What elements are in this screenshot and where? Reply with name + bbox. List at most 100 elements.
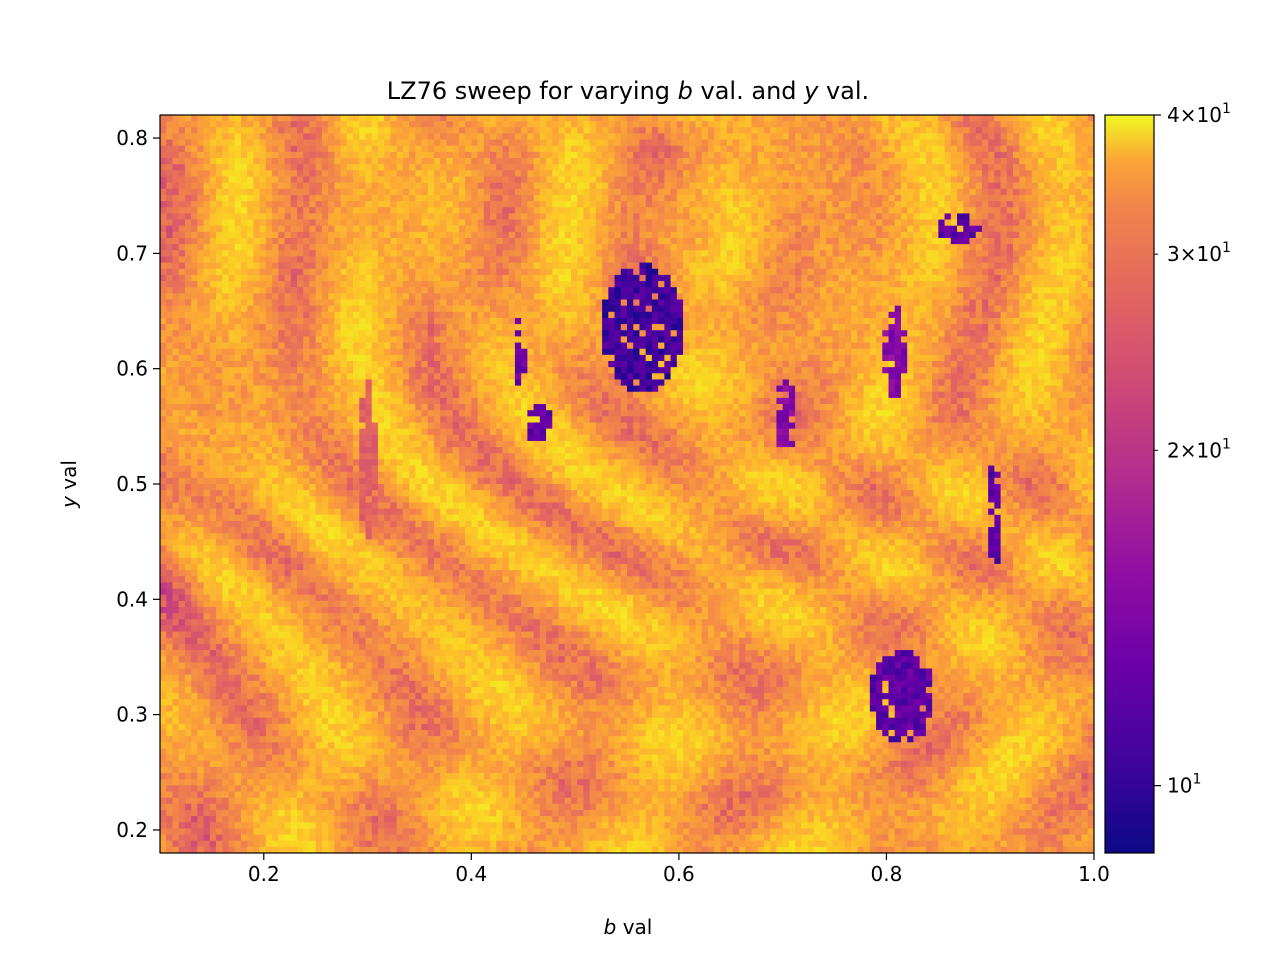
heatmap-cell xyxy=(477,299,485,307)
heatmap-cell xyxy=(209,133,217,140)
heatmap-cell xyxy=(963,225,970,233)
heatmap-cell xyxy=(739,268,746,276)
heatmap-cell xyxy=(651,299,659,307)
heatmap-cell xyxy=(514,170,522,177)
heatmap-cell xyxy=(309,225,317,233)
heatmap-cell xyxy=(409,115,416,122)
heatmap-cell xyxy=(471,262,478,270)
heatmap-cell xyxy=(272,213,279,220)
heatmap-cell xyxy=(932,287,939,294)
heatmap-cell xyxy=(763,274,771,282)
heatmap-cell xyxy=(539,127,547,134)
heatmap-cell xyxy=(739,115,746,122)
heatmap-cell xyxy=(321,287,329,294)
heatmap-cell xyxy=(321,219,329,227)
heatmap-cell xyxy=(1056,194,1064,202)
heatmap-cell xyxy=(365,268,373,276)
heatmap-cell xyxy=(191,121,198,128)
heatmap-cell xyxy=(645,188,653,196)
heatmap-cell xyxy=(801,201,808,208)
heatmap-cell xyxy=(433,207,441,214)
heatmap-cell xyxy=(583,281,591,288)
heatmap-cell xyxy=(197,127,204,134)
heatmap-cell xyxy=(371,182,379,190)
heatmap-cell xyxy=(184,219,192,227)
heatmap-cell xyxy=(707,305,715,313)
heatmap-cell xyxy=(950,194,958,202)
heatmap-cell xyxy=(440,268,447,276)
heatmap-cell xyxy=(521,274,528,282)
heatmap-cell xyxy=(683,182,690,190)
heatmap-cell xyxy=(1050,238,1058,245)
heatmap-cell xyxy=(732,164,740,171)
heatmap-cell xyxy=(521,219,528,227)
heatmap-cell xyxy=(284,305,292,313)
heatmap-cell xyxy=(458,158,466,165)
heatmap-cell xyxy=(1044,164,1051,171)
heatmap-cell xyxy=(620,207,628,214)
heatmap-cell xyxy=(1025,287,1033,294)
heatmap-cell xyxy=(265,250,273,257)
heatmap-cell xyxy=(415,219,422,227)
heatmap-cell xyxy=(645,293,653,300)
heatmap-cell xyxy=(820,194,827,202)
heatmap-cell xyxy=(402,182,410,190)
heatmap-cell xyxy=(608,158,615,165)
heatmap-cell xyxy=(377,244,385,251)
heatmap-cell xyxy=(253,305,261,313)
heatmap-cell xyxy=(433,244,441,251)
heatmap-cell xyxy=(328,115,335,122)
heatmap-cell xyxy=(371,231,379,239)
heatmap-cell xyxy=(645,133,653,140)
heatmap-cell xyxy=(639,151,647,159)
heatmap-cell xyxy=(739,250,746,257)
heatmap-cell xyxy=(981,207,989,214)
heatmap-cell xyxy=(527,274,534,282)
heatmap-cell xyxy=(265,281,273,288)
heatmap-cell xyxy=(707,188,715,196)
heatmap-cell xyxy=(820,250,827,257)
heatmap-cell xyxy=(689,176,696,184)
heatmap-cell xyxy=(894,250,902,257)
heatmap-cell xyxy=(732,133,740,140)
heatmap-cell xyxy=(166,238,173,245)
heatmap-cell xyxy=(452,219,460,227)
heatmap-cell xyxy=(334,176,341,184)
heatmap-cell xyxy=(820,176,827,184)
heatmap-cell xyxy=(919,127,927,134)
heatmap-cell xyxy=(209,281,217,288)
heatmap-cell xyxy=(1050,244,1058,251)
heatmap-cell xyxy=(838,194,846,202)
heatmap-cell xyxy=(633,244,640,251)
heatmap-cell xyxy=(496,274,503,282)
heatmap-cell xyxy=(415,238,422,245)
heatmap-cell xyxy=(782,238,790,245)
heatmap-cell xyxy=(564,293,572,300)
heatmap-cell xyxy=(284,317,292,325)
heatmap-cell xyxy=(570,311,578,319)
heatmap-cell xyxy=(340,145,348,153)
heatmap-cell xyxy=(894,311,902,319)
heatmap-cell xyxy=(913,194,921,202)
heatmap-cell xyxy=(888,164,896,171)
heatmap-cell xyxy=(340,231,348,239)
heatmap-cell xyxy=(558,244,566,251)
heatmap-cell xyxy=(527,194,534,202)
heatmap-cell xyxy=(994,170,1001,177)
heatmap-cell xyxy=(371,225,379,233)
heatmap-cell xyxy=(919,287,927,294)
heatmap-cell xyxy=(278,317,285,325)
heatmap-cell xyxy=(1025,170,1033,177)
heatmap-cell xyxy=(826,170,833,177)
heatmap-cell xyxy=(564,133,572,140)
heatmap-cell xyxy=(913,299,921,307)
heatmap-cell xyxy=(851,201,858,208)
heatmap-cell xyxy=(938,219,945,227)
heatmap-cell xyxy=(203,207,211,214)
heatmap-cell xyxy=(776,164,784,171)
heatmap-cell xyxy=(720,207,728,214)
heatmap-cell xyxy=(278,121,285,128)
heatmap-cell xyxy=(508,182,516,190)
heatmap-cell xyxy=(988,213,995,220)
heatmap-cell xyxy=(371,133,379,140)
